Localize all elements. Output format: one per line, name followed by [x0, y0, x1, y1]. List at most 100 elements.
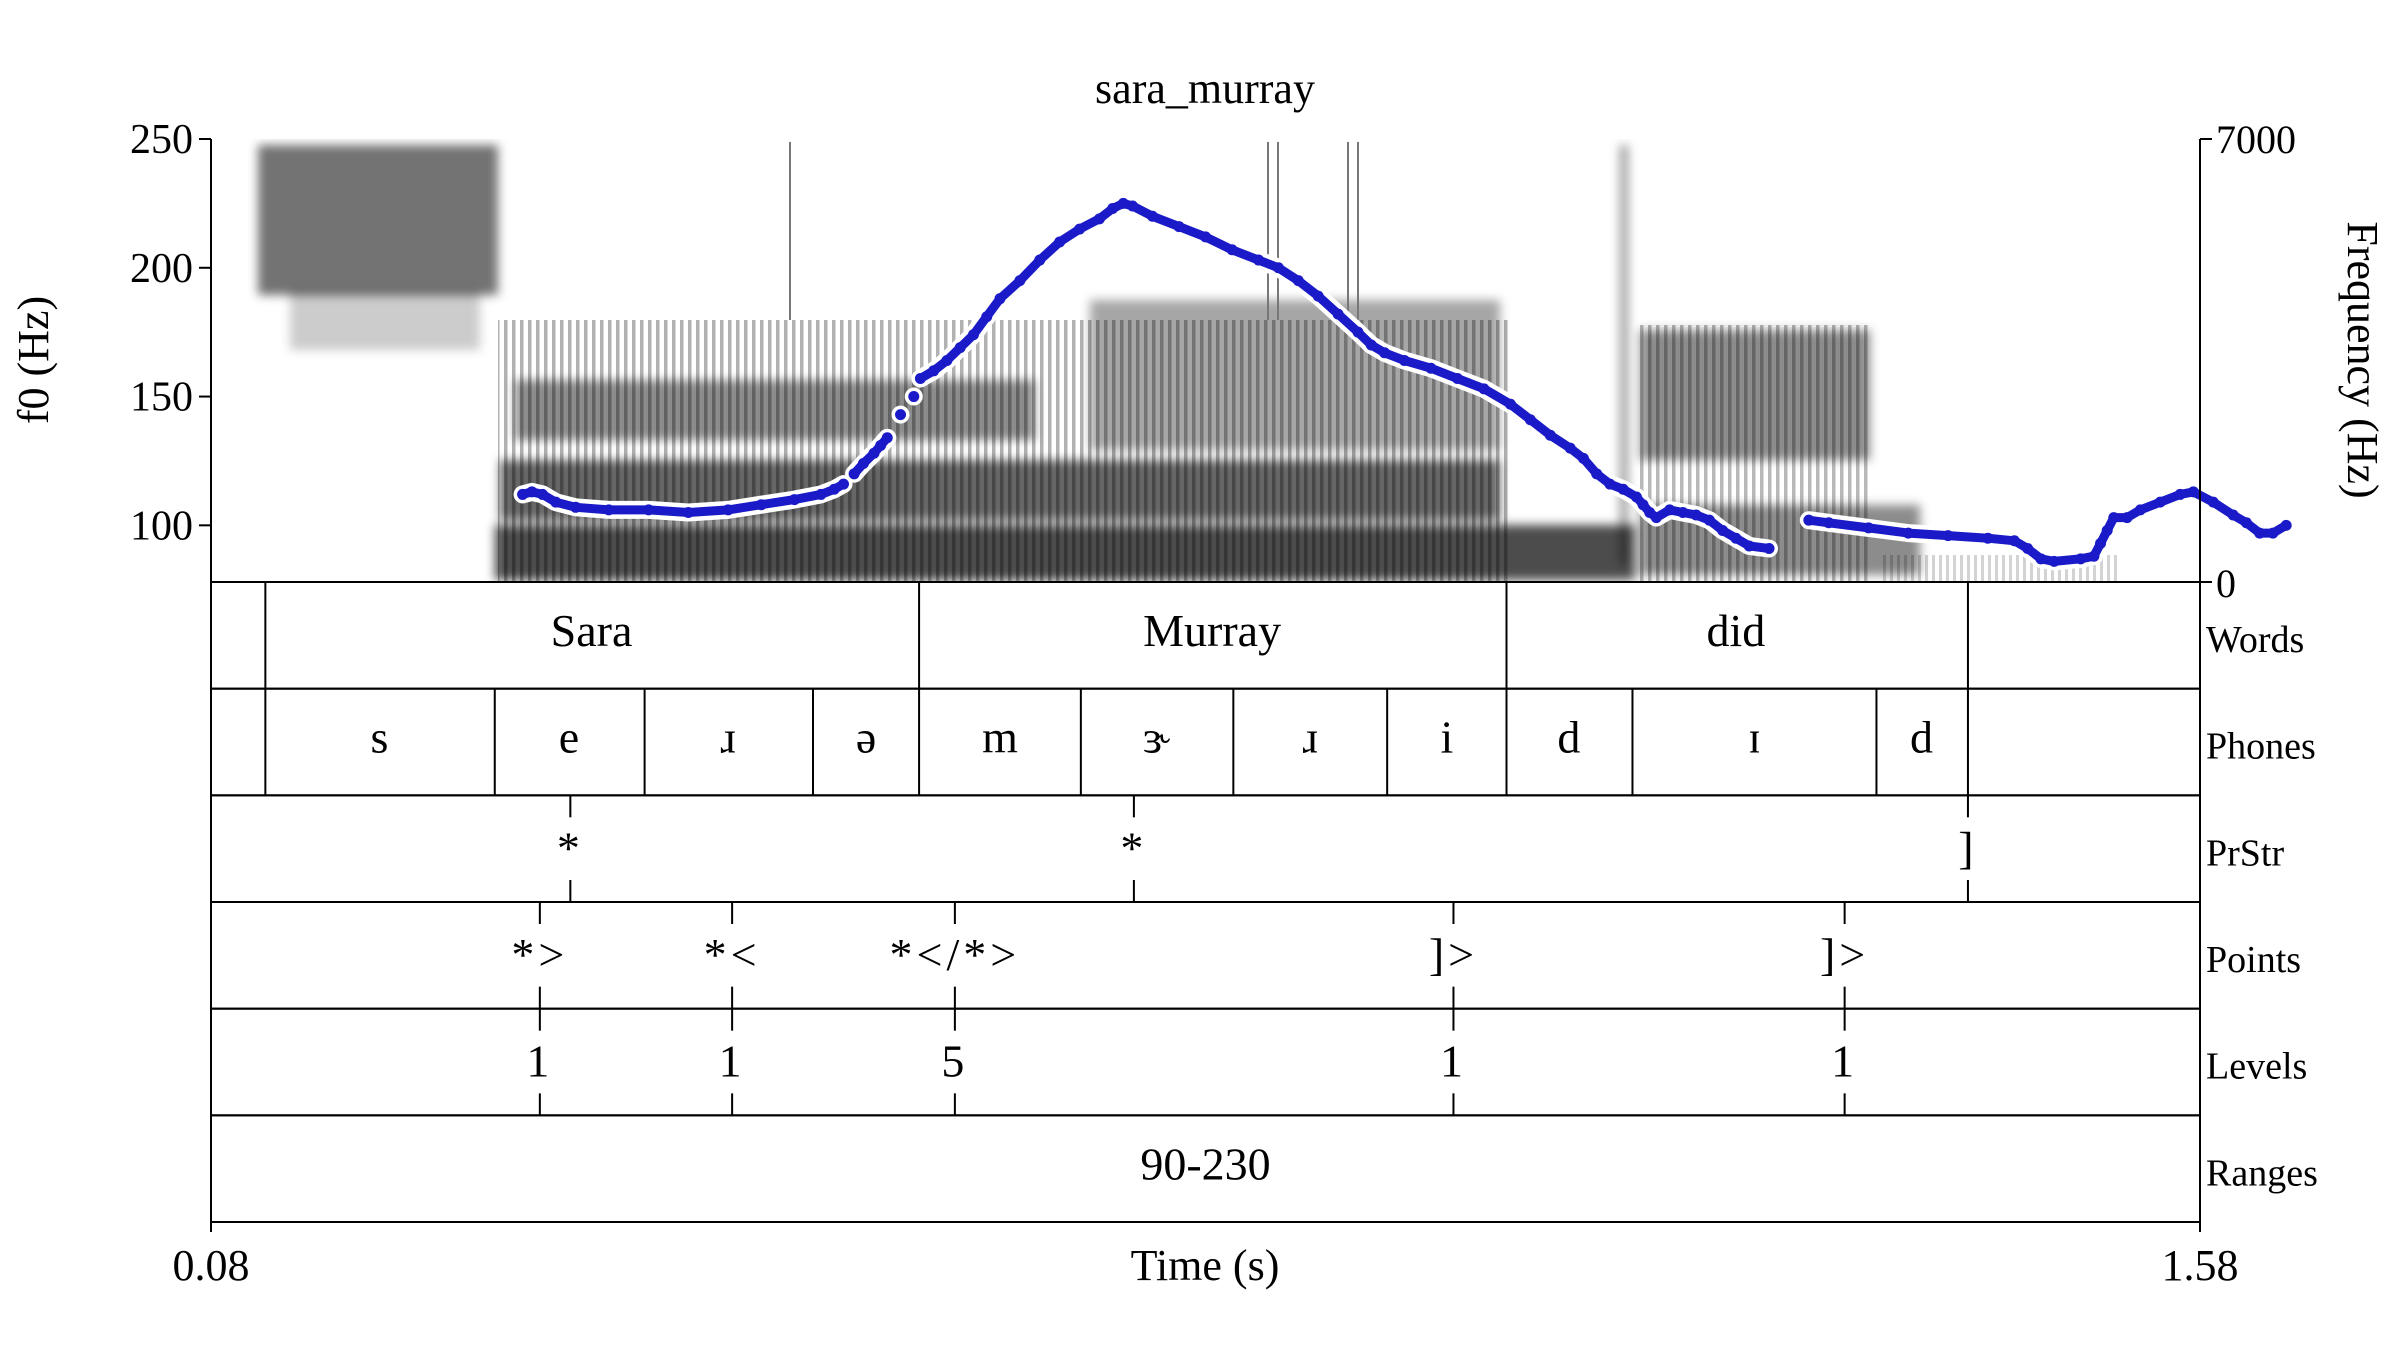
x-axis-tick-label-start: 0.08: [173, 1241, 250, 1290]
f0-point: [2022, 543, 2034, 555]
tier-name-levels: Levels: [2206, 1046, 2307, 1088]
tier-point-label-levels: 1: [719, 1036, 746, 1087]
f0-point: [1604, 478, 1616, 490]
tier-point-label-levels: 5: [941, 1036, 968, 1087]
annotation-tiers: Words Sara Murray did Phones s e ɹ ə m ɝ ɹ i d ɪ d PrStr…: [210, 581, 2318, 1224]
f0-point: [1630, 491, 1642, 503]
tier-label-ranges: 90-230: [1140, 1138, 1270, 1189]
f0-point: [981, 311, 993, 323]
f0-point: [2101, 524, 2113, 536]
f0-point: [1763, 543, 1775, 555]
f0-point: [2048, 555, 2060, 567]
f0-axis-ticks: 100 150 200 250: [130, 117, 211, 549]
f0-point: [2207, 496, 2219, 508]
f0-point: [1637, 499, 1649, 511]
f0-point: [1253, 254, 1265, 266]
f0-point: [1564, 442, 1576, 454]
f0-point: [954, 342, 966, 354]
spectrogram-fricative-s: [258, 145, 498, 295]
f0-point: [603, 504, 615, 516]
tier-prstr: [210, 794, 2201, 904]
tier-label-phones: d: [1557, 712, 1580, 763]
f0-point: [2088, 550, 2100, 562]
tier-name-points: Points: [2206, 939, 2301, 981]
f0-point: [1743, 540, 1755, 552]
tier-levels: [210, 1007, 2201, 1117]
tier-point-label-levels: 1: [526, 1036, 553, 1087]
spectrogram-voicing-1: [498, 320, 1508, 582]
f0-point: [994, 293, 1006, 305]
tier-name-words: Words: [2206, 619, 2304, 661]
f0-point: [1730, 532, 1742, 544]
f0-point: [682, 506, 694, 518]
f0-point: [1451, 373, 1463, 385]
tier-label-phones: ɝ: [1143, 712, 1171, 763]
spectrogram-release: [1620, 145, 1628, 565]
f0-contour: [513, 194, 2296, 571]
f0-point: [1173, 221, 1185, 233]
tier-label-phones: ɹ: [720, 712, 735, 763]
tier-point-label-points: *>: [511, 929, 568, 980]
tier-label-phones: d: [1910, 712, 1933, 763]
tier-label-phones: ɹ: [1303, 712, 1318, 763]
f0-point: [1577, 452, 1589, 464]
f0-point: [1803, 514, 1815, 526]
f0-point: [908, 391, 920, 403]
f0-point: [875, 439, 887, 451]
tier-point-label-points: *</*>: [890, 929, 1021, 980]
tier-point-label-levels: 1: [1440, 1036, 1467, 1087]
tier-label-words: Sara: [551, 605, 633, 656]
f0-point: [928, 365, 940, 377]
f0-point: [848, 468, 860, 480]
f0-point: [1332, 308, 1344, 320]
f0-point: [1352, 326, 1364, 338]
f0-point: [1664, 504, 1676, 516]
f0-point: [838, 478, 850, 490]
f0-point: [1823, 517, 1835, 529]
f0-point: [941, 355, 953, 366]
f0-point: [1425, 362, 1437, 374]
spectrogram-fricative-s-low: [290, 290, 480, 350]
f0-point: [2095, 537, 2107, 549]
f0-point: [1524, 414, 1536, 426]
f0-point: [2121, 512, 2133, 524]
f0-point: [2174, 488, 2186, 500]
tier-point-label-levels: 1: [1831, 1036, 1858, 1087]
tier-name-phones: Phones: [2206, 726, 2316, 768]
f0-point: [2035, 553, 2047, 565]
x-axis-tick-label-end: 1.58: [2162, 1241, 2239, 1290]
tier-ranges: [210, 1114, 2201, 1224]
tier-point-label-points: ]>: [1429, 929, 1478, 980]
f0-point: [1146, 210, 1158, 222]
f0-point: [1504, 398, 1516, 410]
f0-point: [895, 409, 907, 421]
f0-point: [1982, 532, 1994, 544]
f0-point: [1703, 514, 1715, 526]
f0-point: [1107, 203, 1119, 215]
f0-point: [1014, 275, 1026, 287]
f0-point: [722, 504, 734, 516]
f0-point: [1717, 524, 1729, 536]
f0-point: [1902, 527, 1914, 539]
f0-point: [1650, 512, 1662, 524]
f0-point: [1398, 355, 1410, 366]
tier-point-label-prstr: ]: [1958, 822, 1977, 873]
tier-point-label-points: *<: [704, 929, 761, 980]
tier-label-phones: ɪ: [1748, 712, 1761, 763]
tier-points: [210, 901, 2201, 1010]
f0-point: [1544, 429, 1556, 441]
f0-point: [1690, 509, 1702, 521]
f0-point: [1617, 483, 1629, 495]
tier-label-words: Murray: [1143, 605, 1281, 656]
f0-point: [1591, 468, 1603, 480]
f0-point: [537, 488, 548, 500]
tier-label-words: did: [1707, 605, 1766, 656]
chart-title: sara_murray: [1095, 64, 1315, 113]
f0-point: [1292, 275, 1304, 287]
f0-point: [2267, 527, 2279, 539]
f0-point: [526, 486, 538, 498]
f0-point: [2280, 519, 2292, 531]
x-axis-label: Time (s): [1131, 1241, 1280, 1290]
f0-point: [643, 504, 655, 516]
